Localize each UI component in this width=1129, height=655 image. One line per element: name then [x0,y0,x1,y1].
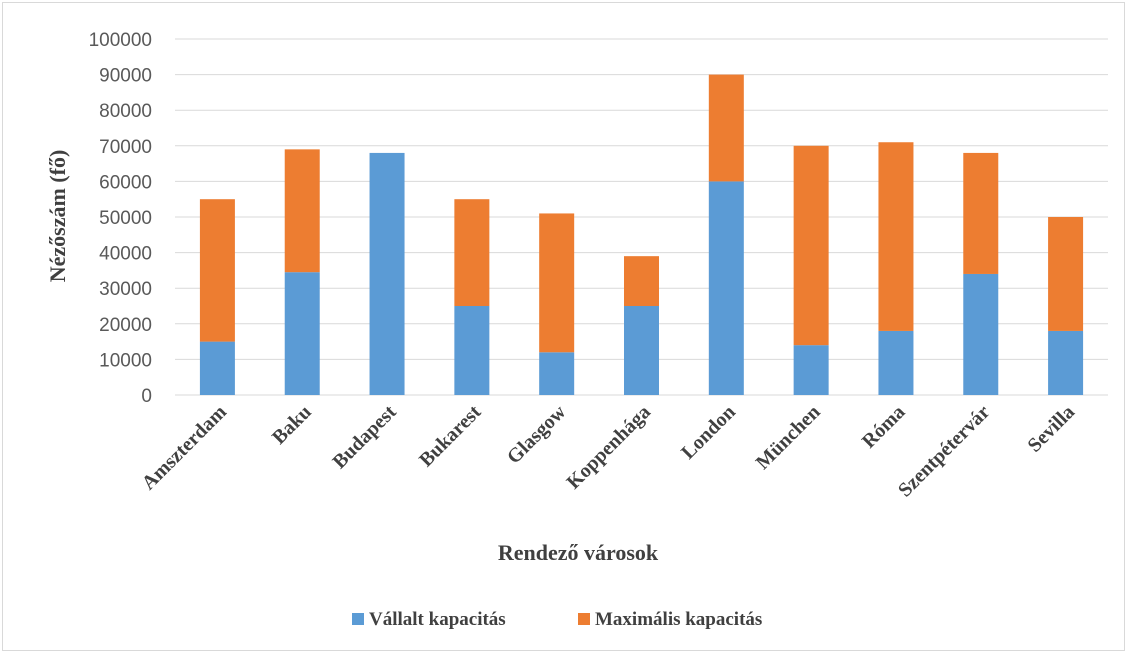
x-tick-label: Koppenhága [562,401,655,494]
bar-segment-vallalt [199,341,235,395]
y-tick-label: 60000 [99,172,152,193]
legend-swatch [352,613,364,625]
y-tick-label: 20000 [99,315,152,336]
bar-segment-maximalis [199,199,235,342]
y-tick-label: 30000 [99,279,152,300]
x-tick-labels: Amszterdam Baku Budapest Bukarest GlasgowKop… [138,401,1079,502]
bar-segment-maximalis [1048,217,1084,331]
legend: Vállalt kapacitás Maximális kapacitás [352,609,762,630]
y-tick-label: 70000 [99,137,152,158]
bar-segment-vallalt [369,152,405,395]
bar-segment-maximalis [284,149,320,273]
x-tick-label: Glasgow [503,401,571,469]
y-tick-label: 50000 [99,208,152,229]
x-tick-label: London [677,401,740,464]
bar-segment-maximalis [624,256,659,306]
bar-segment-vallalt [284,272,320,395]
bar-segment-maximalis [539,213,575,353]
y-tick-label: 90000 [99,66,152,87]
y-tick-label: 10000 [99,350,152,371]
bar-segment-vallalt [454,306,490,395]
y-tick-labels: 0 10000 20000 30000 40000 50000 60000 70000 8000… [89,30,152,407]
y-tick-label: 80000 [99,101,152,122]
x-tick-label: Baku [268,401,316,449]
x-tick-label: Róma [858,401,910,453]
y-tick-label: 100000 [89,30,152,51]
bar-segment-vallalt [708,181,744,395]
bar-segment-maximalis [963,152,999,274]
y-axis-title: Nézőszám (fő) [45,150,70,283]
x-tick-label: München [752,401,825,474]
x-tick-label: Budapest [328,401,400,473]
legend-swatch [578,613,590,625]
x-tick-label: Amszterdam [138,401,232,495]
bar-segment-vallalt [878,330,914,395]
legend-label: Maximális kapacitás [595,609,762,630]
bar-segment-vallalt [963,273,999,395]
bar-segment-vallalt [793,345,829,395]
x-tick-label: Bukarest [415,401,486,472]
bar-segment-vallalt [624,306,659,395]
bar-segment-vallalt [1048,330,1084,395]
bar-segment-vallalt [539,352,575,395]
y-tick-label: 40000 [99,244,152,265]
x-axis-title: Rendező városok [498,540,659,565]
legend-label: Vállalt kapacitás [369,609,506,630]
y-tick-label: 0 [141,386,152,407]
bars [199,74,1084,395]
bar-segment-maximalis [708,74,744,182]
bar-segment-maximalis [878,142,914,331]
gridlines [175,38,1108,396]
bar-segment-maximalis [454,199,490,306]
x-tick-label: Szentpétervár [894,401,994,501]
x-tick-label: Sevilla [1023,401,1079,457]
bar-segment-maximalis [793,145,829,346]
